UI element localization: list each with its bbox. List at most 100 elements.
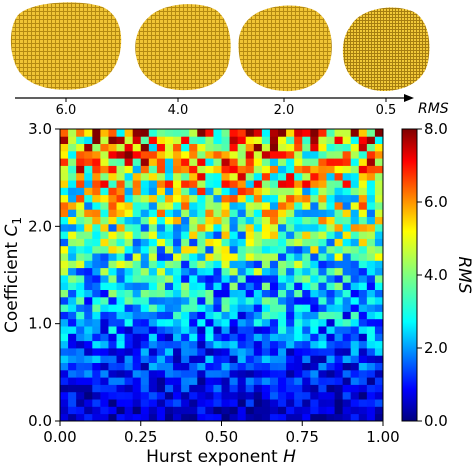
heatmap-cell bbox=[237, 406, 247, 415]
heatmap-cell bbox=[84, 406, 93, 415]
heatmap-cell bbox=[84, 231, 93, 239]
heatmap-cell bbox=[302, 143, 311, 152]
heatmap-cell bbox=[132, 377, 142, 385]
heatmap-cell bbox=[278, 311, 287, 320]
heatmap-cell bbox=[294, 143, 303, 152]
heatmap-cell bbox=[269, 362, 279, 371]
heatmap-cell bbox=[92, 369, 101, 378]
heatmap-cell bbox=[60, 267, 69, 276]
heatmap-cell bbox=[269, 209, 279, 217]
heatmap-cell bbox=[124, 384, 134, 393]
heatmap-cell bbox=[261, 143, 271, 152]
heatmap-cell bbox=[181, 158, 190, 166]
heatmap-cell bbox=[76, 282, 85, 290]
heatmap-cell bbox=[205, 326, 214, 334]
heatmap-cell bbox=[318, 216, 327, 225]
heatmap-cell bbox=[84, 165, 93, 174]
heatmap-cell bbox=[173, 384, 182, 393]
heatmap-cell bbox=[68, 245, 77, 254]
heatmap-cell bbox=[164, 289, 174, 298]
heatmap-cell bbox=[326, 362, 335, 371]
heatmap-cell bbox=[286, 384, 295, 393]
heatmap-cell bbox=[334, 391, 344, 400]
heatmap-cell bbox=[366, 194, 376, 203]
heatmap-cell bbox=[140, 326, 150, 334]
heatmap-cell bbox=[374, 165, 384, 174]
heatmap-cell bbox=[92, 326, 101, 334]
heatmap-cell bbox=[342, 406, 352, 415]
heatmap-cell bbox=[100, 289, 109, 298]
heatmap-cell bbox=[148, 355, 158, 363]
heatmap-cell bbox=[181, 399, 190, 407]
x-tick-label: 0.50 bbox=[205, 428, 238, 446]
heatmap-cell bbox=[229, 136, 239, 144]
heatmap-cell bbox=[205, 355, 214, 363]
heatmap-cell bbox=[358, 187, 368, 196]
heatmap-cell bbox=[294, 289, 303, 298]
heatmap-cell bbox=[124, 304, 134, 312]
heatmap-cell bbox=[60, 231, 69, 239]
heatmap-cell bbox=[229, 253, 239, 261]
heatmap-cell bbox=[318, 362, 327, 371]
heatmap-cell bbox=[108, 304, 117, 312]
heatmap-cell bbox=[189, 223, 198, 232]
heatmap-cell bbox=[245, 340, 255, 349]
heatmap-cell bbox=[318, 129, 327, 137]
heatmap-cell bbox=[302, 340, 311, 349]
heatmap-cell bbox=[237, 333, 247, 342]
heatmap-cell bbox=[140, 399, 150, 407]
heatmap-cell bbox=[68, 158, 77, 166]
heatmap-cell bbox=[164, 165, 174, 174]
heatmap-cell bbox=[100, 311, 109, 320]
heatmap-cell bbox=[245, 326, 255, 334]
heatmap-cell bbox=[245, 165, 255, 174]
rms-label-2: 2.0 bbox=[274, 103, 295, 118]
heatmap-cell bbox=[237, 136, 247, 144]
heatmap-cell bbox=[100, 304, 109, 312]
heatmap-cell bbox=[326, 391, 335, 400]
heatmap-cell bbox=[342, 165, 352, 174]
heatmap-cell bbox=[60, 318, 69, 327]
heatmap-cell bbox=[100, 209, 109, 217]
heatmap-cell bbox=[318, 209, 327, 217]
heatmap-cell bbox=[68, 202, 77, 210]
heatmap-cell bbox=[92, 333, 101, 342]
heatmap-cell bbox=[140, 209, 150, 217]
heatmap-cell bbox=[237, 304, 247, 312]
heatmap-cell bbox=[221, 238, 230, 247]
heatmap-cell bbox=[60, 187, 69, 196]
heatmap-cell bbox=[68, 136, 77, 144]
heatmap-cell bbox=[253, 238, 263, 247]
heatmap-cell bbox=[213, 311, 222, 320]
heatmap-cell bbox=[68, 172, 77, 181]
heatmap-cell bbox=[124, 158, 134, 166]
heatmap-cell bbox=[245, 267, 255, 276]
heatmap-cell bbox=[164, 275, 174, 283]
heatmap-cell bbox=[310, 348, 319, 356]
heatmap-cell bbox=[76, 340, 85, 349]
heatmap-cell bbox=[213, 275, 222, 283]
heatmap-cell bbox=[116, 282, 125, 290]
heatmap-cell bbox=[237, 165, 247, 174]
heatmap-cell bbox=[108, 384, 117, 393]
heatmap-cell bbox=[108, 187, 117, 196]
heatmap-cell bbox=[156, 216, 166, 225]
heatmap-cell bbox=[132, 202, 142, 210]
heatmap-cell bbox=[342, 384, 352, 393]
heatmap-cell bbox=[342, 296, 352, 305]
heatmap-cell bbox=[278, 238, 287, 247]
heatmap-cell bbox=[124, 194, 134, 203]
heatmap-cell bbox=[286, 275, 295, 283]
heatmap-cell bbox=[189, 180, 198, 188]
heatmap-cell bbox=[245, 253, 255, 261]
heatmap-cell bbox=[253, 202, 263, 210]
heatmap-cell bbox=[76, 267, 85, 276]
heatmap-cell bbox=[366, 311, 376, 320]
heatmap-cell bbox=[60, 150, 69, 159]
heatmap-cell bbox=[350, 282, 360, 290]
heatmap-cell bbox=[334, 369, 344, 378]
heatmap-cell bbox=[261, 238, 271, 247]
heatmap-cell bbox=[342, 143, 352, 152]
heatmap-cell bbox=[132, 304, 142, 312]
heatmap-cell bbox=[286, 216, 295, 225]
